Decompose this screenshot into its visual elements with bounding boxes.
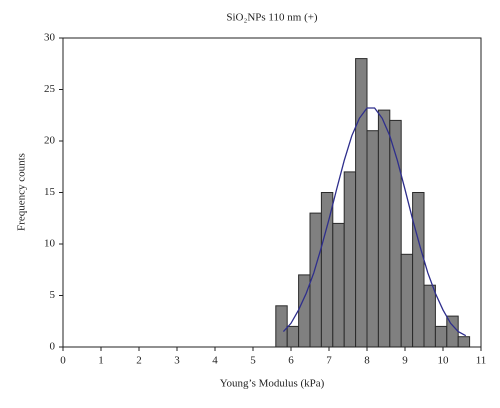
bar [286,325,300,348]
bar [298,274,311,348]
bar [400,253,414,348]
x-tick-label: 1 [98,355,104,367]
x-tick-label: 7 [326,355,332,367]
x-tick-label: 11 [476,355,487,367]
bar [275,305,288,348]
x-tick-label: 9 [402,355,408,367]
bar [355,58,368,348]
y-tick-label: 15 [44,186,56,198]
y-tick-label: 30 [44,32,56,44]
y-tick-label: 10 [44,238,56,250]
x-tick-label: 10 [438,355,450,367]
bar [457,336,471,348]
y-tick-label: 25 [44,83,56,95]
x-tick-label: 4 [212,355,218,367]
x-tick-label: 3 [174,355,180,367]
bar [343,171,357,348]
bar [332,222,345,348]
x-tick-label: 5 [250,355,256,367]
x-tick-label: 2 [136,355,142,367]
bar [366,130,379,348]
y-tick-label: 20 [44,135,56,147]
x-tick-label: 8 [364,355,370,367]
x-tick-label: 6 [288,355,294,367]
fit-curve [282,107,467,337]
chart-title: SiO₂NPs 110 nm (+) [226,12,318,24]
bar [412,192,425,348]
bar [434,325,448,348]
bar [377,109,391,348]
x-axis-label: Young’s Modulus (kPa) [220,378,325,390]
bar [320,192,334,348]
y-tick-label: 5 [50,289,56,301]
x-tick-label: 0 [60,355,66,367]
bar [423,284,436,348]
y-axis-label: Frequency counts [16,153,28,231]
y-tick-label: 0 [50,341,56,353]
